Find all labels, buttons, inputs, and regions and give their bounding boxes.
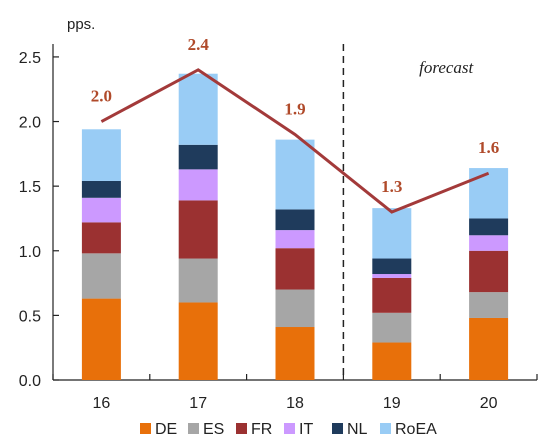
y-tick-label: 1.0 xyxy=(19,244,41,261)
data-label: 1.3 xyxy=(381,177,402,196)
line-layer xyxy=(100,68,490,214)
legend-item-it: IT xyxy=(284,421,313,438)
legend-item-roea: RoEA xyxy=(380,421,437,438)
y-tick-label: 0.5 xyxy=(19,308,41,325)
data-label: 2.4 xyxy=(188,35,210,54)
bar-segment-fr xyxy=(275,248,315,290)
bar-segment-nl xyxy=(372,258,412,275)
legend-swatch xyxy=(236,423,247,434)
x-tick-label: 20 xyxy=(480,395,498,412)
legend-item-de: DE xyxy=(140,421,177,438)
bar-segment-it xyxy=(372,274,412,278)
legend-label: NL xyxy=(347,421,368,438)
y-unit-label: pps. xyxy=(67,16,95,33)
bar-segment-it xyxy=(178,169,218,201)
forecast-label: forecast xyxy=(419,58,474,77)
bar-segment-es xyxy=(469,292,509,318)
x-tick-label: 19 xyxy=(383,395,401,412)
bar-segment-de xyxy=(372,342,412,380)
bar-segment-fr xyxy=(372,277,412,313)
bar-segment-de xyxy=(275,327,315,380)
bar-segment-roea xyxy=(178,73,218,145)
bar-segment-nl xyxy=(469,218,509,236)
data-label: 1.6 xyxy=(478,138,499,157)
bar-segment-es xyxy=(275,289,315,328)
bar-segment-es xyxy=(178,258,218,303)
legend-label: FR xyxy=(251,421,272,438)
legend-label: IT xyxy=(299,421,313,438)
y-tick-label: 1.5 xyxy=(19,179,41,196)
bar-segment-it xyxy=(81,197,121,223)
legend-item-es: ES xyxy=(188,421,224,438)
bar-segment-fr xyxy=(178,200,218,259)
x-tick-label: 16 xyxy=(93,395,111,412)
bar-segment-roea xyxy=(81,129,121,181)
bar-segment-nl xyxy=(275,209,315,231)
bar-segment-es xyxy=(81,253,121,299)
y-tick-label: 2.0 xyxy=(19,115,41,132)
bar-segment-roea xyxy=(469,168,509,219)
bar-segment-roea xyxy=(275,139,315,210)
bar-segment-es xyxy=(372,312,412,343)
bar-segment-de xyxy=(469,317,509,380)
legend-swatch xyxy=(332,423,343,434)
bar-segment-it xyxy=(275,230,315,249)
legend-label: ES xyxy=(203,421,224,438)
legend-item-nl: NL xyxy=(332,421,368,438)
total-line xyxy=(100,68,490,214)
bar-segment-fr xyxy=(469,250,509,293)
bar-segment-roea xyxy=(372,208,412,259)
y-tick-label: 0.0 xyxy=(19,373,41,390)
legend-swatch xyxy=(284,423,295,434)
bar-segment-de xyxy=(178,302,218,380)
legend-label: RoEA xyxy=(395,421,437,438)
bar-segment-it xyxy=(469,235,509,251)
x-tick-label: 17 xyxy=(189,395,207,412)
legend: DE ES FR IT NL RoEA xyxy=(140,421,437,438)
data-label: 2.0 xyxy=(91,87,112,106)
legend-swatch xyxy=(188,423,199,434)
bars xyxy=(81,73,509,380)
legend-item-fr: FR xyxy=(236,421,272,438)
labels: forecast 2.0 2.4 1.9 1.3 1.6 xyxy=(91,35,499,196)
legend-swatch xyxy=(140,423,151,434)
bar-segment-nl xyxy=(178,144,218,170)
legend-swatch xyxy=(380,423,391,434)
bar-segment-nl xyxy=(81,180,121,198)
data-label: 1.9 xyxy=(284,99,305,118)
bar-segment-de xyxy=(81,298,121,380)
y-tick-label: 2.5 xyxy=(19,50,41,67)
bar-segment-fr xyxy=(81,222,121,254)
x-tick-label: 18 xyxy=(286,395,304,412)
legend-label: DE xyxy=(155,421,177,438)
